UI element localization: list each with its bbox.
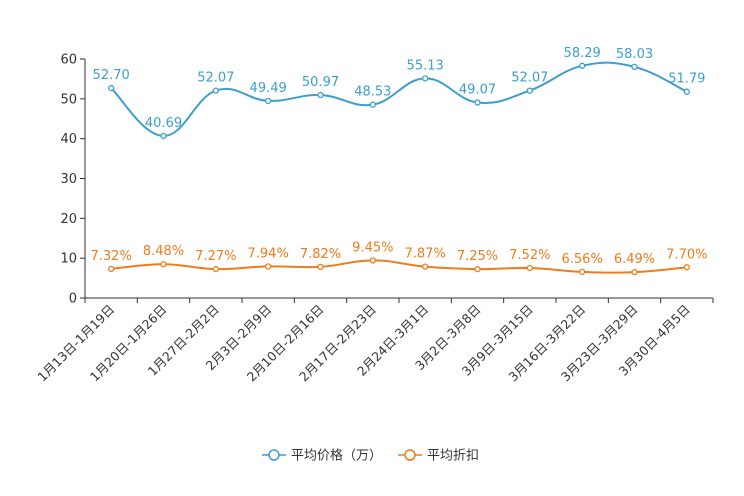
data-label: 7.82% xyxy=(300,247,341,262)
y-tick-label: 0 xyxy=(69,292,77,307)
data-label: 52.07 xyxy=(197,71,234,86)
data-label: 7.70% xyxy=(666,247,707,262)
data-point xyxy=(369,101,376,108)
data-point xyxy=(422,75,429,82)
data-label: 49.07 xyxy=(459,83,496,98)
data-label: 50.97 xyxy=(302,75,339,90)
data-label: 7.27% xyxy=(195,249,236,264)
data-point xyxy=(579,62,586,69)
data-point xyxy=(631,63,638,70)
data-label: 58.29 xyxy=(564,46,601,61)
data-point xyxy=(317,91,324,99)
legend-item-2: 平均折扣 xyxy=(398,449,479,464)
data-label: 7.52% xyxy=(509,248,550,263)
data-point xyxy=(526,264,533,272)
legend-marker-icon xyxy=(404,449,416,461)
data-point xyxy=(683,264,690,271)
data-label: 52.07 xyxy=(511,71,548,86)
data-label: 52.70 xyxy=(93,68,130,83)
legend-label: 平均价格（万） xyxy=(291,448,382,464)
legend: 平均价格（万） 平均折扣 xyxy=(262,448,479,464)
data-point xyxy=(108,84,115,92)
data-label: 6.49% xyxy=(614,252,655,267)
y-tick-label: 50 xyxy=(60,92,77,107)
data-label: 6.56% xyxy=(562,252,603,267)
data-point xyxy=(265,263,272,270)
data-point xyxy=(108,265,115,272)
y-tick-label: 10 xyxy=(60,252,77,267)
data-point xyxy=(422,263,429,270)
y-axis: 0 10 20 30 40 50 60 xyxy=(60,53,86,307)
y-tick-label: 30 xyxy=(60,172,77,187)
data-point xyxy=(265,97,272,105)
data-point xyxy=(160,261,167,268)
data-point xyxy=(212,265,219,273)
data-label: 55.13 xyxy=(407,58,444,73)
data-point xyxy=(526,87,533,94)
data-point xyxy=(631,268,638,276)
legend-item-1: 平均价格（万） xyxy=(262,448,382,464)
data-point xyxy=(317,263,324,271)
data-label: 7.87% xyxy=(405,247,446,262)
data-label: 48.53 xyxy=(354,85,391,100)
data-label: 49.49 xyxy=(250,81,287,96)
y-tick-label: 20 xyxy=(60,212,77,227)
y-tick-label: 60 xyxy=(60,53,77,68)
data-point xyxy=(579,268,586,276)
data-label: 7.32% xyxy=(91,249,132,264)
data-label: 58.03 xyxy=(616,47,653,62)
legend-marker-icon xyxy=(268,449,280,461)
y-tick-label: 40 xyxy=(60,132,77,147)
x-axis: 1月13日-1月19日1月20日-1月26日1月27日-2月2日2月3日-2月9… xyxy=(34,297,714,384)
data-point xyxy=(474,99,481,106)
series-line xyxy=(111,259,687,274)
data-label: 9.45% xyxy=(352,240,393,255)
series-2: 7.32% 8.48% 7.27% 7.94% 7.82% 9.45% 7.87% 7.25%… xyxy=(91,240,707,276)
data-label: 7.25% xyxy=(457,249,498,264)
data-point xyxy=(683,88,690,95)
data-label: 7.94% xyxy=(248,246,289,261)
data-point xyxy=(474,265,481,273)
data-point xyxy=(160,132,167,140)
series-1: 52.70 40.69 52.07 49.49 50.97 48.53 55.13 49.07… xyxy=(93,46,705,140)
data-label: 8.48% xyxy=(143,244,184,259)
legend-label: 平均折扣 xyxy=(427,449,479,464)
data-label: 40.69 xyxy=(145,116,182,131)
data-label: 51.79 xyxy=(668,72,705,87)
data-point xyxy=(369,257,376,264)
series-layer: 52.70 40.69 52.07 49.49 50.97 48.53 55.13 49.07… xyxy=(91,46,707,276)
data-point xyxy=(212,87,219,94)
